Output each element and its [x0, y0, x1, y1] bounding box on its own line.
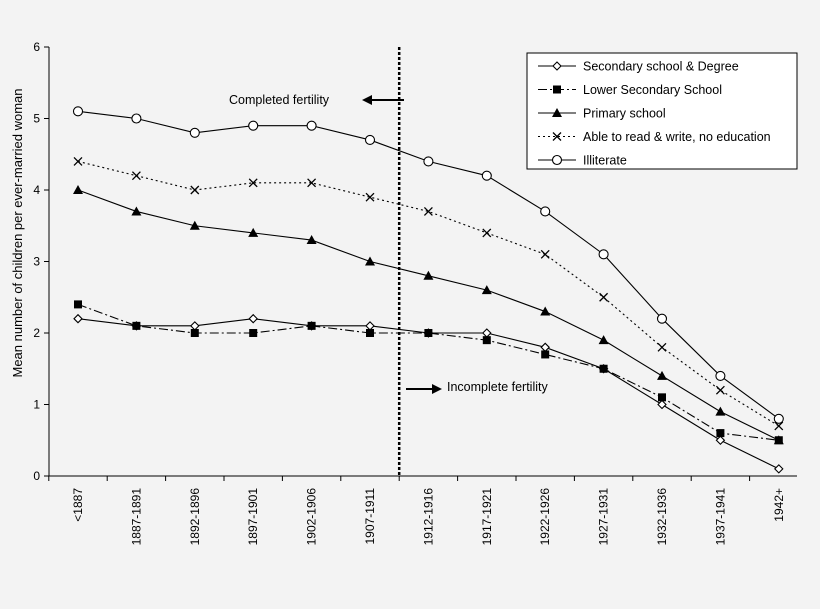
x-tick-label: <1887	[71, 488, 85, 522]
series-2-point	[541, 350, 550, 359]
y-tick-label: 2	[33, 326, 40, 340]
series-1-point	[73, 313, 83, 324]
series-5-point	[131, 113, 142, 124]
legend-item-4-point	[552, 132, 562, 141]
legend-item-5-point	[551, 154, 563, 166]
series-5-point	[540, 206, 551, 217]
legend: Secondary school & Degree Lower Secondary…	[526, 52, 798, 170]
series-3-point	[715, 406, 726, 416]
series-5-point	[189, 127, 200, 138]
incomplete-fertility-label: Incomplete fertility	[447, 380, 548, 394]
series-5-point	[481, 170, 492, 181]
x-tick-label: 1912-1916	[421, 488, 435, 546]
series-2-point	[190, 329, 199, 337]
x-tick-label: 1897-1901	[246, 488, 260, 546]
y-tick-label: 1	[33, 398, 40, 412]
completed-fertility-label: Completed fertility	[229, 93, 330, 107]
series-3-point	[131, 206, 142, 216]
series-2-point	[424, 329, 433, 337]
series-5-point	[364, 134, 376, 145]
series-3-point	[306, 235, 317, 245]
legend-item-5-label: Illiterate	[583, 154, 627, 168]
series-3-point	[189, 220, 200, 230]
axes: 0 1 2 3 4 5 6 <1887 1887-1891 1892-1896 1897-1901 1…	[33, 40, 797, 545]
annotations: Completed fertility Incomplete fertility	[229, 93, 548, 394]
legend-item-1-label: Secondary school & Degree	[583, 60, 739, 74]
series-4-point	[73, 156, 83, 166]
series-2-point	[716, 429, 725, 438]
x-tick-label: 1937-1941	[713, 488, 727, 546]
legend-item-1-point	[552, 61, 562, 71]
x-tick-label: 1942+	[772, 488, 786, 522]
series-2-point	[132, 321, 141, 330]
series-5-point	[773, 413, 784, 424]
right-arrow-head	[432, 384, 442, 394]
series-1-point	[657, 399, 667, 410]
series-5-point	[598, 249, 609, 260]
series-4-point	[307, 178, 317, 188]
x-tick-label: 1887-1891	[129, 488, 143, 546]
series-5-point	[248, 120, 259, 131]
x-tick-label: 1892-1896	[188, 488, 202, 546]
series-5-point	[715, 370, 726, 381]
series-4-point	[423, 206, 433, 216]
series-3-point	[481, 285, 492, 295]
series-3-point	[365, 256, 375, 266]
series-5-point	[306, 120, 317, 131]
series-3-point	[73, 185, 83, 194]
legend-item-2-label: Lower Secondary School	[583, 83, 722, 97]
series-3-point	[248, 227, 259, 237]
series-2-point	[74, 300, 82, 309]
series-2-point	[307, 321, 316, 330]
series-3-point	[773, 435, 784, 445]
series-4-point	[540, 249, 550, 259]
series-2-point	[366, 329, 374, 337]
series-marks	[72, 106, 784, 474]
series-4-point	[774, 421, 784, 431]
x-tick-label: 1907-1911	[363, 488, 377, 545]
series-2-point	[249, 329, 258, 337]
legend-item-2-point	[553, 85, 561, 94]
series-3-point	[657, 370, 667, 380]
y-tick-label: 5	[33, 112, 40, 126]
legend-item-3-point	[552, 108, 562, 117]
y-tick-label: 0	[33, 469, 40, 483]
series-4-point	[657, 342, 667, 352]
series-1-point	[715, 435, 726, 446]
series-5-point	[423, 156, 434, 167]
series-4-point	[715, 385, 725, 395]
series-5-point	[72, 106, 84, 117]
series-1-point	[248, 313, 258, 324]
series-4-point	[482, 228, 492, 238]
x-tick-label: 1917-1921	[480, 488, 494, 546]
series-4-point	[599, 292, 609, 302]
series-1-point	[774, 464, 784, 474]
series-3-point	[423, 270, 434, 280]
x-tick-label: 1902-1906	[305, 488, 319, 546]
legend-item-3-label: Primary school	[583, 107, 666, 121]
series-5-point	[656, 313, 668, 324]
y-tick-label: 6	[33, 40, 40, 54]
left-arrow-head	[362, 95, 372, 105]
series-3-point	[598, 335, 609, 345]
series-4-point	[131, 171, 141, 181]
x-tick-label: 1927-1931	[597, 488, 611, 546]
x-tick-label: 1932-1936	[655, 488, 669, 546]
series-4-point	[190, 185, 200, 195]
x-tick-label: 1922-1926	[538, 488, 552, 546]
legend-item-4-label: Able to read & write, no education	[583, 130, 771, 144]
series-4-point	[248, 178, 258, 188]
y-axis-title: Mean number of children per ever-married…	[10, 88, 25, 377]
series-2-point	[599, 364, 608, 373]
series-3-point	[540, 306, 551, 316]
series-2-point	[658, 393, 666, 402]
y-tick-label: 4	[33, 183, 40, 197]
series-4-point	[365, 192, 375, 202]
legend-box	[526, 52, 798, 170]
series-2-point	[482, 336, 491, 345]
y-tick-label: 3	[33, 255, 40, 269]
